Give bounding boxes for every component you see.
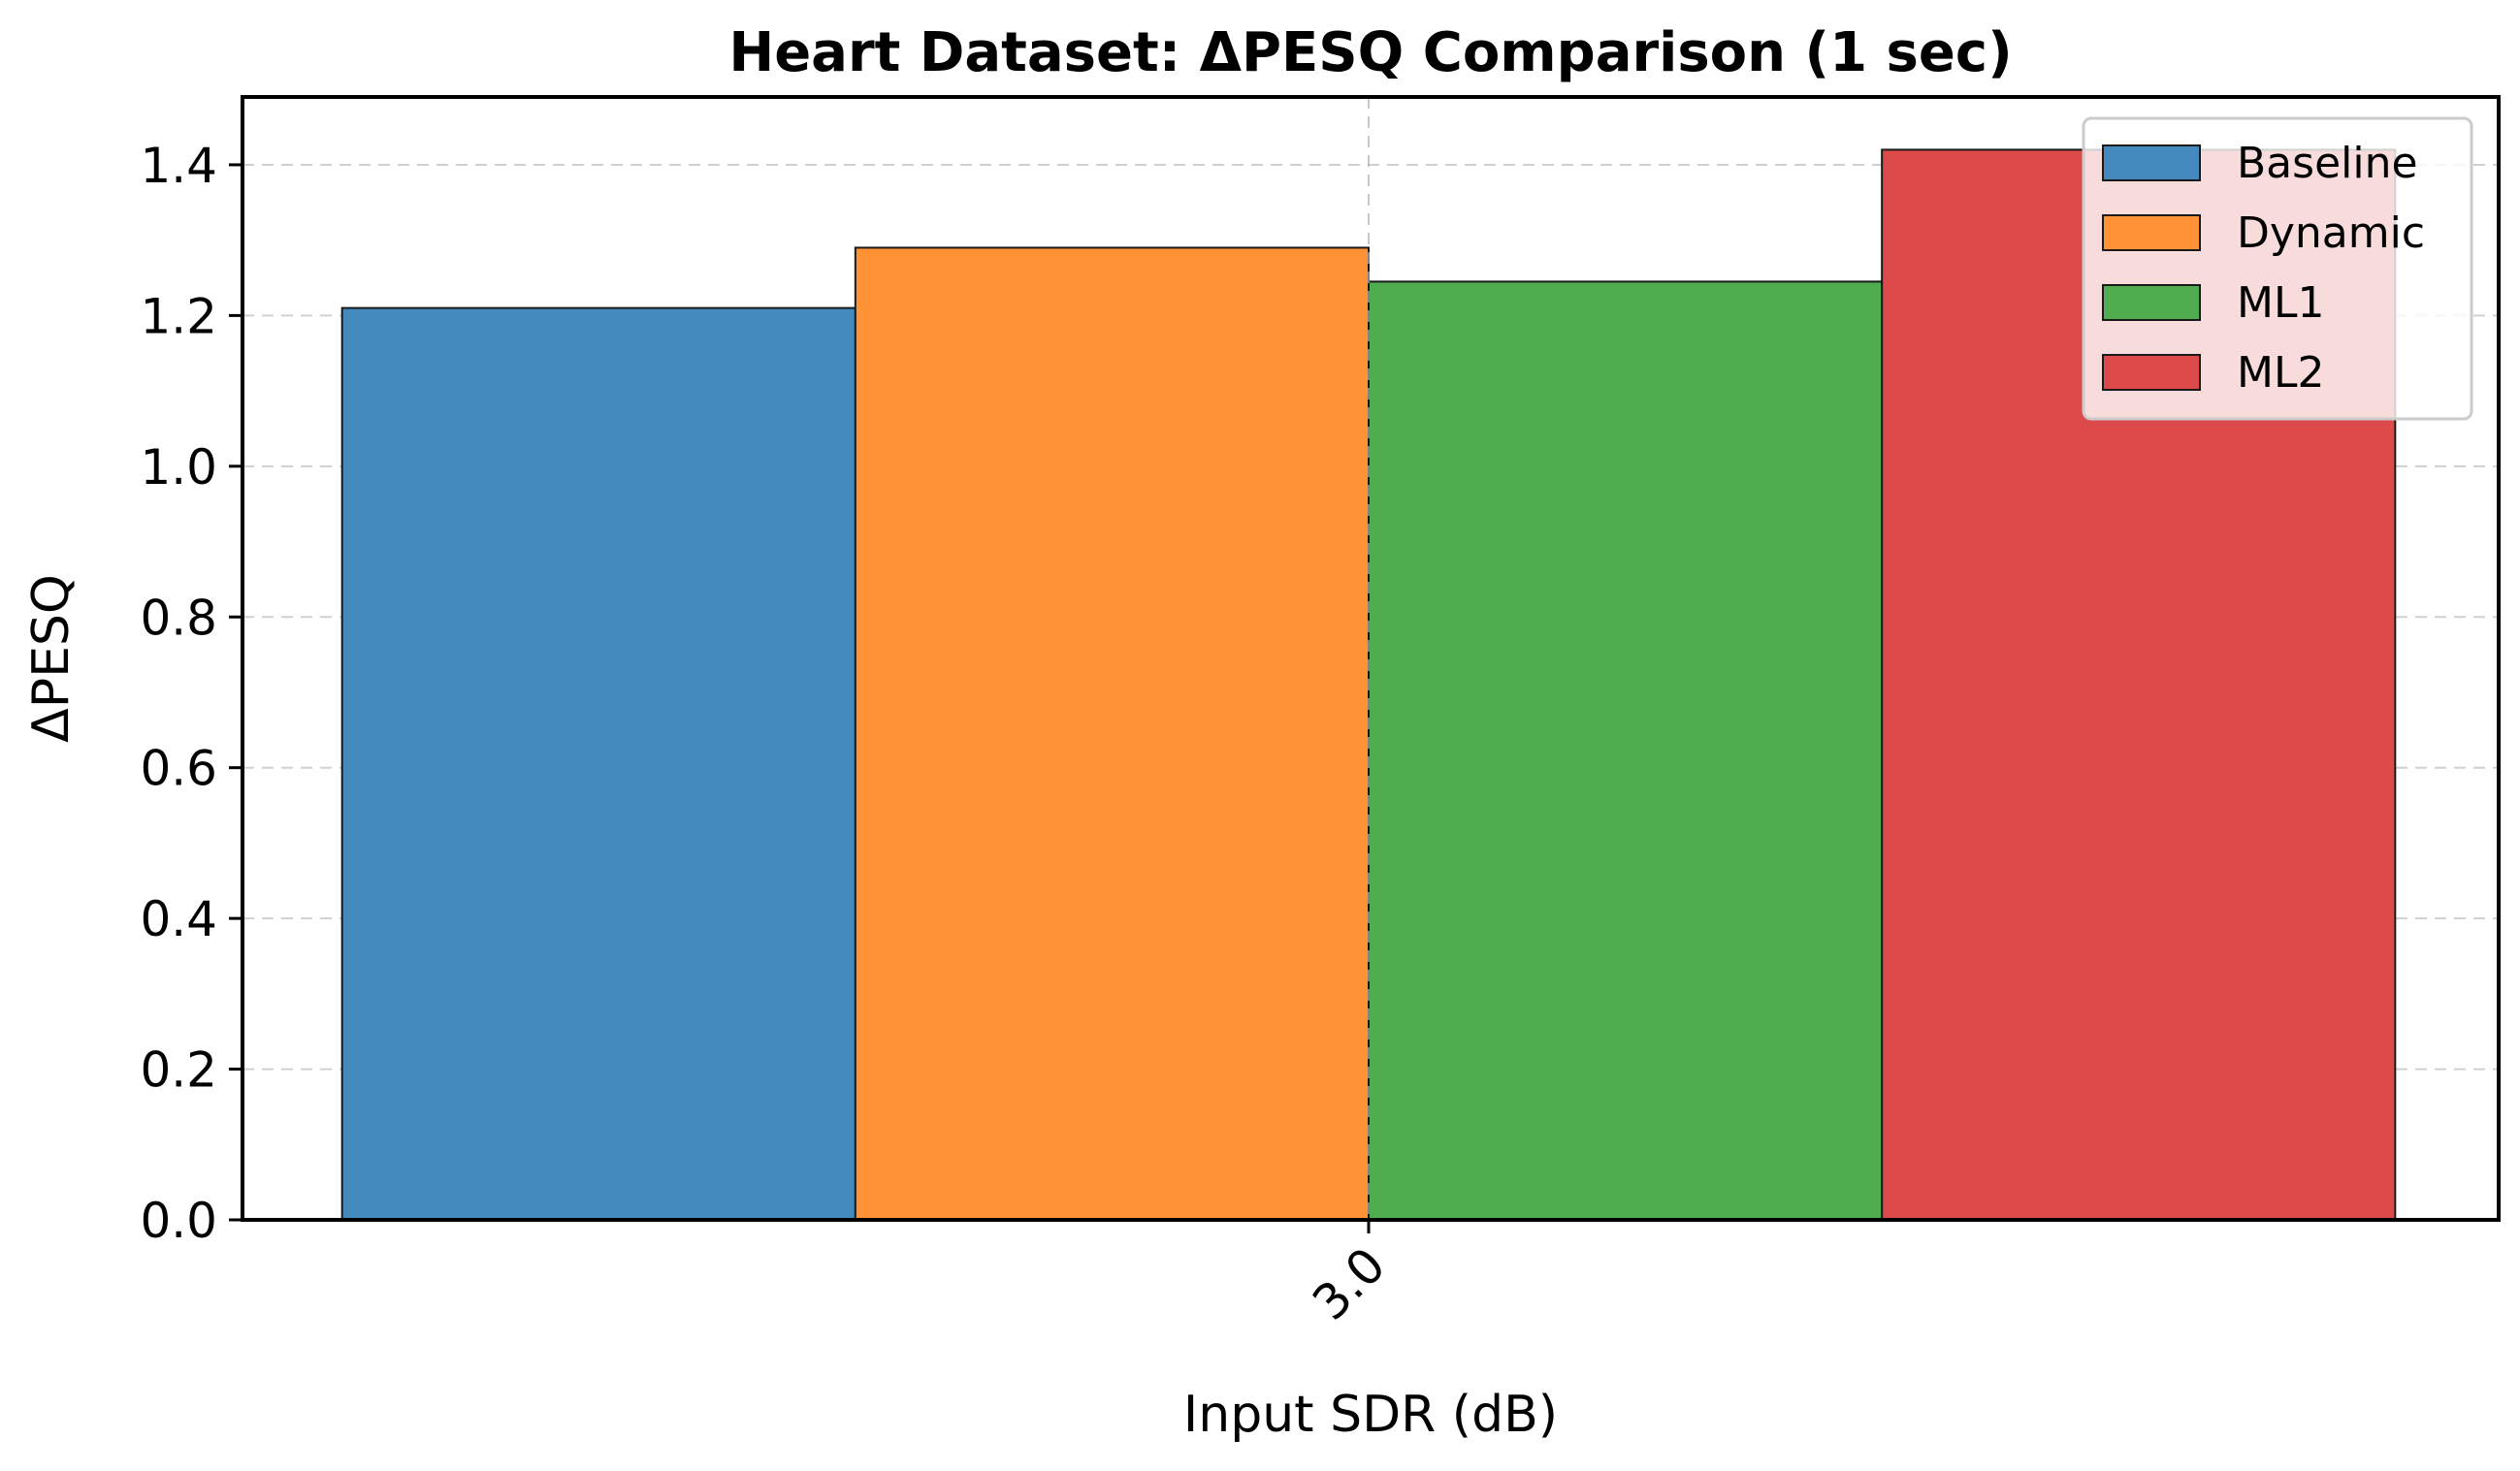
chart-title: Heart Dataset: ΔPESQ Comparison (1 sec) — [728, 21, 2012, 84]
y-tick-label: 0.0 — [140, 1193, 217, 1249]
legend-item-dynamic: Dynamic — [2102, 208, 2425, 258]
legend-label: Dynamic — [2237, 208, 2425, 258]
bar-dynamic — [854, 246, 1370, 1222]
y-tick-label: 1.0 — [140, 439, 217, 496]
legend-swatch — [2102, 354, 2201, 391]
bar-ml1 — [1368, 280, 1884, 1221]
legend-swatch — [2102, 144, 2201, 181]
y-tick-label: 1.2 — [140, 288, 217, 344]
y-axis-ticks: 0.0 0.2 0.4 0.6 0.8 1.0 1.2 1.4 — [140, 138, 242, 1249]
bars — [340, 148, 2397, 1222]
legend-swatch — [2102, 284, 2201, 321]
y-axis-label: ΔPESQ — [22, 574, 81, 743]
bar-baseline — [340, 306, 856, 1222]
legend: Baseline Dynamic ML1 ML2 — [2082, 116, 2473, 421]
x-axis-label: Input SDR (dB) — [1183, 1386, 1558, 1444]
legend-item-baseline: Baseline — [2102, 139, 2418, 188]
y-tick-label: 0.8 — [140, 590, 217, 646]
y-tick-label: 1.4 — [140, 138, 217, 194]
y-tick-label: 0.2 — [140, 1042, 217, 1099]
legend-label: Baseline — [2237, 139, 2418, 188]
legend-label: ML1 — [2237, 278, 2324, 328]
y-tick-label: 0.4 — [140, 891, 217, 947]
legend-item-ml1: ML1 — [2102, 278, 2324, 328]
plot-frame — [241, 95, 2501, 1222]
legend-frame — [2082, 116, 2473, 421]
legend-item-ml2: ML2 — [2102, 348, 2324, 398]
legend-label: ML2 — [2237, 348, 2324, 398]
y-tick-label: 0.6 — [140, 741, 217, 797]
legend-swatch — [2102, 214, 2201, 251]
